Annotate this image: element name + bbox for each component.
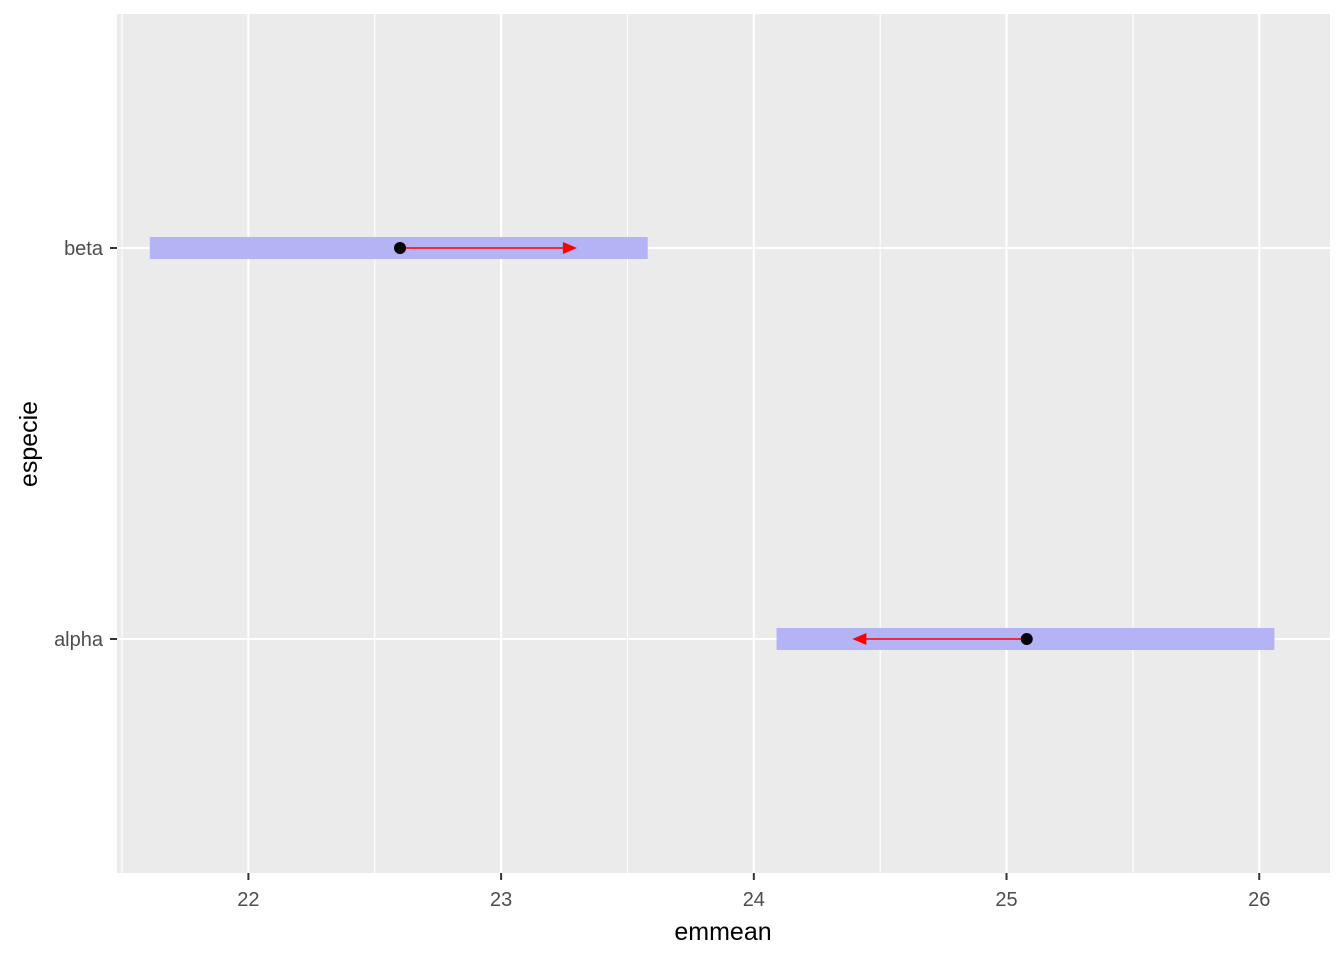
x-tick-label: 26 (1248, 889, 1270, 911)
comparison-arrows (400, 242, 1027, 645)
x-tick-label: 25 (995, 889, 1017, 911)
y-axis: alpha beta (54, 238, 117, 651)
y-tick-label: alpha (54, 629, 104, 651)
point-alpha (1020, 633, 1033, 645)
arrow-head-beta (562, 242, 577, 254)
x-tick-label: 24 (743, 889, 765, 911)
y-tick-label: beta (64, 238, 104, 260)
grid-minor (121, 14, 1134, 873)
x-tick-label: 22 (237, 889, 259, 911)
plot-panel (117, 14, 1330, 873)
point-beta (394, 242, 407, 254)
y-axis-title: especie (15, 401, 43, 487)
x-axis: 22 23 24 25 26 (237, 873, 1270, 911)
estimate-points (394, 242, 1033, 645)
x-axis-title: emmean (674, 918, 771, 946)
arrow-head-alpha (852, 633, 867, 645)
x-tick-label: 23 (490, 889, 512, 911)
